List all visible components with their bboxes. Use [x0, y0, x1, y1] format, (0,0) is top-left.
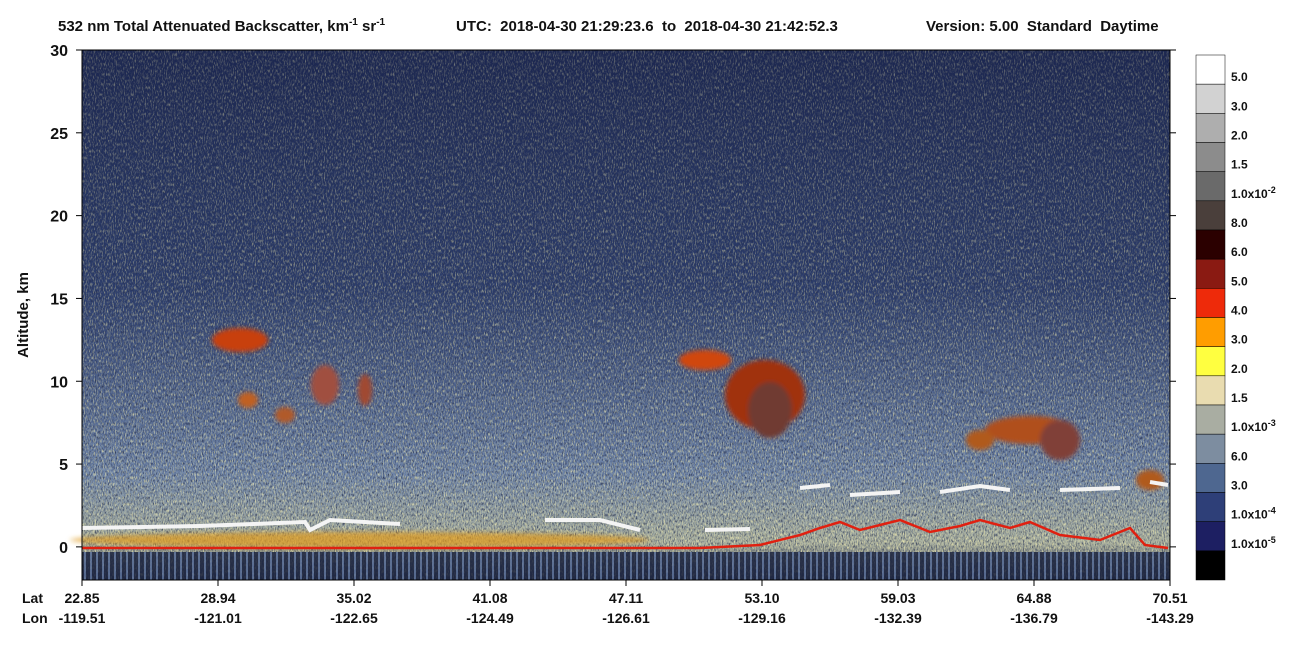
y-tick-label: 15 [50, 291, 68, 308]
x-tick-label: -119.51 [59, 610, 106, 626]
colorbar-swatch [1195, 229, 1226, 260]
colorbar-label-sup: -4 [1268, 506, 1276, 516]
x-tick-label: 59.03 [880, 590, 915, 606]
x-tick-label: 35.02 [336, 590, 371, 606]
colorbar-swatch [1195, 288, 1226, 318]
colorbar-label-text: 1.0x10 [1231, 508, 1268, 522]
colorbar-label-text: 3.0 [1231, 479, 1248, 493]
cloud-features [70, 328, 1164, 548]
colorbar-label: 4.0 [1231, 304, 1248, 318]
colorbar-label-text: 1.0x10 [1231, 420, 1268, 434]
x-tick-label: -124.49 [466, 610, 514, 626]
colorbar-label-text: 5.0 [1231, 70, 1248, 84]
colorbar-label: 1.5 [1231, 391, 1248, 405]
colorbar-swatch [1195, 83, 1226, 114]
colorbar-label: 1.0x10-4 [1231, 506, 1276, 522]
y-tick-label: 25 [50, 126, 68, 143]
colorbar-label: 3.0 [1231, 333, 1248, 347]
colorbar-label-sup: -3 [1268, 418, 1276, 428]
x-tick-label: 70.51 [1152, 590, 1187, 606]
colorbar-swatch [1195, 113, 1226, 143]
chart-title: 532 nm Total Attenuated Backscatter, km-… [58, 17, 386, 35]
noise-speckle [82, 50, 1170, 580]
colorbar-swatch [1195, 54, 1226, 85]
y-axis-label: Altitude, km [15, 272, 32, 358]
x-tick-label: -121.01 [194, 610, 242, 626]
colorbar-swatch [1195, 521, 1226, 552]
title-sup: -1 [349, 17, 358, 28]
colorbar-swatch [1195, 258, 1226, 289]
colorbar-label: 5.0 [1231, 274, 1248, 288]
colorbar-swatch [1195, 404, 1226, 435]
colorbar-label-text: 3.0 [1231, 99, 1248, 113]
utc-range: UTC: 2018-04-30 21:29:23.6 to 2018-04-30… [456, 18, 838, 35]
colorbar-label-text: 6.0 [1231, 245, 1248, 259]
subsurface [82, 552, 1170, 580]
title-text: 532 nm Total Attenuated Backscatter, km [58, 18, 349, 35]
colorbar-swatch [1195, 492, 1226, 522]
colorbar-label-text: 1.5 [1231, 158, 1248, 172]
surface-line [82, 518, 1169, 550]
colorbar-label-text: 3.0 [1231, 333, 1248, 347]
curtain [70, 49, 1171, 581]
colorbar-label-sup: -2 [1268, 185, 1276, 195]
x-tick-label: 47.11 [609, 590, 643, 606]
colorbar-label: 1.5 [1231, 158, 1248, 172]
x-tick-label: 41.08 [472, 590, 507, 606]
colorbar-label-text: 5.0 [1231, 274, 1248, 288]
x-tick-label: 22.85 [64, 590, 99, 606]
colorbar-swatch [1195, 346, 1226, 377]
colorbar-swatch [1195, 463, 1226, 493]
y-tick-label: 20 [50, 209, 68, 226]
colorbar-label: 6.0 [1231, 245, 1248, 259]
y-tick-label: 10 [50, 374, 68, 391]
y-tick-label: 30 [50, 43, 68, 60]
colorbar-label-text: 2.0 [1231, 362, 1248, 376]
colorbar-label-text: 1.0x10 [1231, 187, 1268, 201]
colorbar-swatch [1195, 317, 1226, 347]
x-row-name: Lon [22, 610, 48, 626]
title-sup: -1 [376, 17, 385, 28]
colorbar-label: 5.0 [1231, 70, 1248, 84]
colorbar-swatch [1195, 375, 1226, 406]
y-tick-label: 0 [59, 540, 68, 557]
x-row-name: Lat [22, 590, 43, 606]
colorbar-label: 8.0 [1231, 216, 1248, 230]
x-tick-label: -136.79 [1010, 610, 1058, 626]
colorbar-label-sup: -5 [1268, 535, 1276, 545]
colorbar-label-text: 4.0 [1231, 304, 1248, 318]
x-tick-label: 53.10 [744, 590, 779, 606]
colorbar-swatch [1195, 142, 1226, 172]
colorbar-swatch [1195, 200, 1226, 231]
colorbar-label-text: 1.5 [1231, 391, 1248, 405]
title-text: sr [358, 18, 377, 35]
colorbar-label: 3.0 [1231, 479, 1248, 493]
colorbar-label: 1.0x10-5 [1231, 535, 1276, 551]
colorbar-label-text: 2.0 [1231, 129, 1248, 143]
x-tick-label: -132.39 [874, 610, 922, 626]
colorbar-label: 2.0 [1231, 129, 1248, 143]
x-tick-label: -129.16 [738, 610, 786, 626]
colorbar-swatch [1195, 550, 1226, 581]
x-tick-label: 28.94 [200, 590, 235, 606]
colorbar-label: 1.0x10-2 [1231, 185, 1276, 201]
colorbar-label-text: 8.0 [1231, 216, 1248, 230]
boundary-layer [81, 480, 1169, 533]
x-tick-label: -122.65 [330, 610, 378, 626]
colorbar-label: 6.0 [1231, 449, 1248, 463]
colorbar-label-text: 1.0x10 [1231, 537, 1268, 551]
x-tick-label: -143.29 [1146, 610, 1194, 626]
colorbar-label-text: 6.0 [1231, 449, 1248, 463]
x-tick-label: -126.61 [602, 610, 650, 626]
colorbar-label: 1.0x10-3 [1231, 418, 1276, 434]
version: Version: 5.00 Standard Daytime [926, 18, 1159, 35]
colorbar-label: 2.0 [1231, 362, 1248, 376]
colorbar-swatch [1195, 433, 1226, 464]
colorbar-swatch [1195, 171, 1226, 202]
colorbar-label: 3.0 [1231, 99, 1248, 113]
x-tick-label: 64.88 [1016, 590, 1051, 606]
y-tick-label: 5 [59, 457, 68, 474]
